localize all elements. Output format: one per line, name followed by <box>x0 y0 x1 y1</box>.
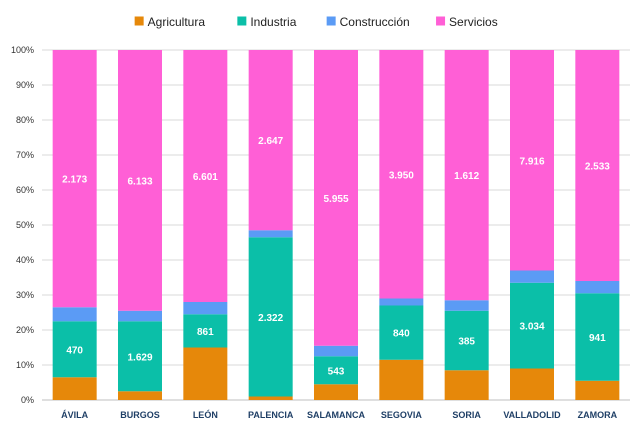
data-label: 7.916 <box>519 156 544 167</box>
legend-swatch <box>237 16 247 26</box>
legend-label: Industria <box>250 15 296 29</box>
legend-swatch <box>436 16 446 26</box>
bar-segment-servicios <box>248 50 293 231</box>
y-tick-label: 80% <box>16 115 34 125</box>
data-label: 3.034 <box>519 322 544 333</box>
bar-segment-industria <box>118 321 162 392</box>
bar-segment-construcción <box>379 298 424 306</box>
bar-segment-industria <box>379 305 424 360</box>
data-label: 6.133 <box>127 176 152 187</box>
y-tick-label: 40% <box>16 255 34 265</box>
bar-segment-agricultura <box>248 396 293 400</box>
x-tick-label: ZAMORA <box>578 410 618 420</box>
bar-segment-construcción <box>248 230 293 238</box>
y-tick-label: 70% <box>16 150 34 160</box>
bar-segment-agricultura <box>444 370 489 400</box>
bar-segment-industria <box>183 314 228 348</box>
bar-segment-agricultura <box>510 368 554 400</box>
data-label: 1.612 <box>454 171 479 182</box>
bar-segment-servicios <box>510 50 554 271</box>
data-label: 543 <box>328 366 345 377</box>
bar-segment-agricultura <box>118 391 162 400</box>
x-tick-label: SALAMANCA <box>307 410 365 420</box>
data-label: 470 <box>66 345 83 356</box>
bar-segment-servicios <box>183 50 228 302</box>
bar-segment-agricultura <box>52 377 97 400</box>
bar-segment-servicios <box>575 50 620 281</box>
y-tick-label: 100% <box>11 45 34 55</box>
x-tick-label: BURGOS <box>120 410 160 420</box>
y-tick-label: 90% <box>16 80 34 90</box>
data-label: 861 <box>197 327 214 338</box>
y-tick-label: 30% <box>16 290 34 300</box>
bar-segment-construcción <box>444 300 489 311</box>
legend-label: Construcción <box>340 15 410 29</box>
data-label: 840 <box>393 329 410 340</box>
data-label: 385 <box>458 337 475 348</box>
bar-segment-construcción <box>52 307 97 322</box>
y-tick-label: 10% <box>16 360 34 370</box>
bar-segment-industria <box>52 321 97 378</box>
bar-segment-construcción <box>510 270 554 283</box>
legend-label: Agricultura <box>148 15 206 29</box>
data-label: 6.601 <box>193 172 218 183</box>
data-label: 3.950 <box>389 170 414 181</box>
bar-segment-servicios <box>444 50 489 301</box>
x-tick-label: SEGOVIA <box>381 410 423 420</box>
bar-segment-industria <box>444 310 489 371</box>
bar-segment-servicios <box>118 50 162 311</box>
x-tick-label: SORIA <box>452 410 481 420</box>
bar-segment-servicios <box>314 50 358 346</box>
bar-segment-construcción <box>314 345 358 357</box>
x-tick-label: LEÓN <box>193 409 218 420</box>
y-tick-label: 0% <box>21 395 34 405</box>
data-label: 1.629 <box>127 352 152 363</box>
y-tick-label: 50% <box>16 220 34 230</box>
legend-label: Servicios <box>449 15 498 29</box>
bar-segment-construcción <box>118 310 162 322</box>
data-label: 941 <box>589 333 606 344</box>
bar-segment-industria <box>248 237 293 397</box>
bar-segment-agricultura <box>183 347 228 400</box>
bar-segment-construcción <box>183 302 228 315</box>
bar-segment-agricultura <box>379 359 424 400</box>
data-label: 2.533 <box>585 162 610 173</box>
data-label: 2.322 <box>258 313 283 324</box>
data-label: 2.173 <box>62 175 87 186</box>
bar-segment-construcción <box>575 281 620 294</box>
x-tick-label: ÁVILA <box>61 410 89 420</box>
legend-swatch <box>326 16 336 26</box>
x-tick-label: PALENCIA <box>248 410 294 420</box>
bar-segment-industria <box>575 293 620 381</box>
data-label: 5.955 <box>323 194 348 205</box>
legend-swatch <box>134 16 144 26</box>
bar-segment-industria <box>314 356 358 385</box>
x-tick-label: VALLADOLID <box>503 410 561 420</box>
data-label: 2.647 <box>258 136 283 147</box>
bar-segment-industria <box>510 282 554 369</box>
bar-segment-agricultura <box>575 380 620 400</box>
bar-segment-agricultura <box>314 384 358 400</box>
bar-segment-servicios <box>52 50 97 308</box>
bar-segment-servicios <box>379 50 424 299</box>
y-tick-label: 60% <box>16 185 34 195</box>
y-tick-label: 20% <box>16 325 34 335</box>
